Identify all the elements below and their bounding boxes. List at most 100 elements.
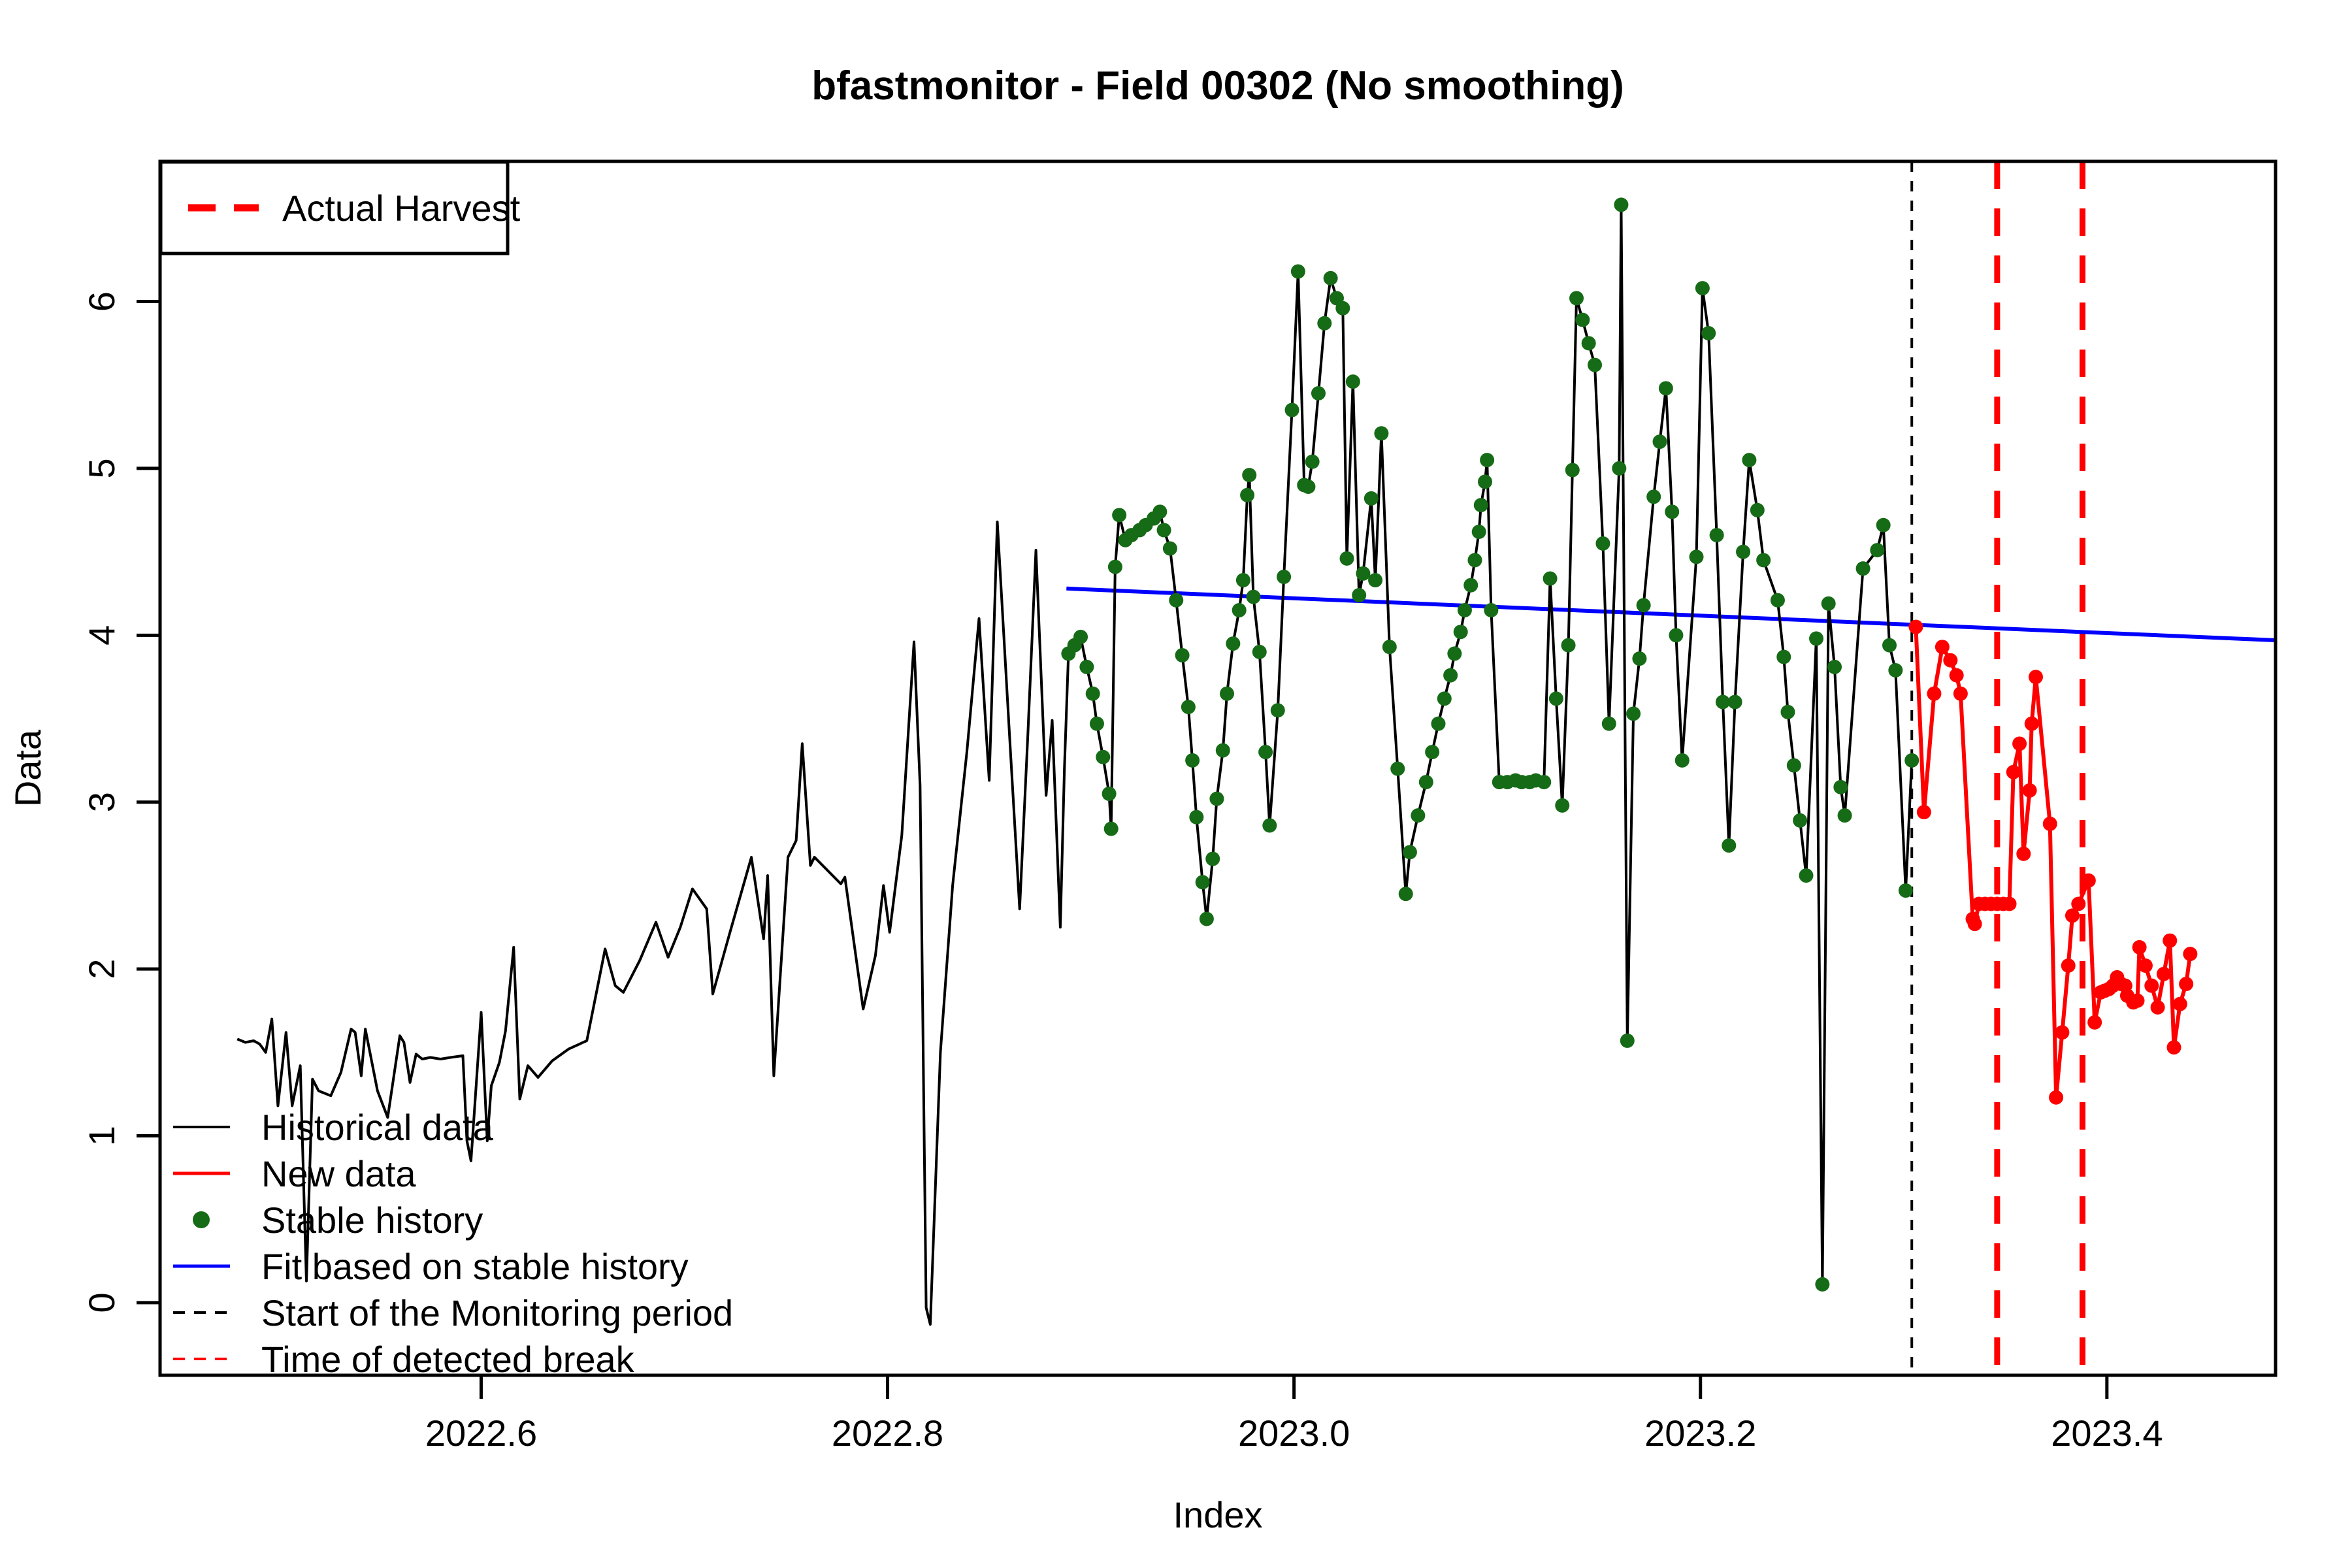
stable-history-dot [1356, 566, 1371, 581]
y-tick-label: 4 [81, 625, 122, 645]
stable-history-dot [1833, 779, 1848, 794]
y-tick-label: 3 [81, 792, 122, 812]
stable-history-dot [1837, 808, 1852, 823]
new-data-dot [2132, 939, 2147, 955]
stable-history-dot [1809, 631, 1824, 646]
legend-item-historical: Historical data [173, 1107, 494, 1148]
stable-history-dot [1382, 640, 1397, 655]
new-data-dot [2028, 670, 2043, 685]
stable-history-dot [1152, 504, 1168, 519]
stable-history-dot [1569, 291, 1584, 306]
stable-history-dot [1107, 559, 1122, 574]
stable-history-dot [1305, 454, 1320, 469]
stable-history-dot [1715, 694, 1730, 710]
stable-history-dot [1262, 818, 1277, 833]
stable-history-dot-swatch [193, 1211, 210, 1228]
stable-history-dot [1484, 603, 1499, 618]
stable-history-dot [1209, 791, 1224, 806]
stable-history-dot [1079, 659, 1094, 674]
new-data-dot [2024, 716, 2039, 731]
stable-history-dot [1205, 851, 1220, 866]
stable-history-dot [1453, 625, 1468, 640]
new-data-dot [2087, 1015, 2102, 1030]
y-axis-label: Data [7, 729, 48, 807]
new-data-dot [2016, 846, 2031, 861]
stable-history-dot [1252, 644, 1267, 659]
stable-history-dot [1595, 536, 1610, 551]
stable-history-dot [1467, 553, 1482, 568]
stable-history-dot [1352, 588, 1367, 603]
new-data-dot [2144, 978, 2159, 993]
stable-history-dot [1669, 628, 1684, 643]
stable-history-dot [1665, 504, 1680, 519]
stable-history-dot [1457, 603, 1472, 618]
stable-history-dot [1235, 573, 1250, 588]
new-data-dot [2081, 873, 2096, 888]
x-tick-label: 2023.2 [1644, 1413, 1756, 1454]
new-data-dot [2055, 1025, 2070, 1040]
new-data-dot [2071, 896, 2086, 911]
y-tick-label: 0 [81, 1292, 122, 1313]
new-data-dot [2163, 933, 2178, 948]
stable-history-dot [1195, 875, 1210, 890]
plot-border [158, 159, 2278, 1377]
y-tick-label: 1 [81, 1126, 122, 1146]
x-tick-label: 2022.8 [832, 1413, 943, 1454]
stable-history-dot [1750, 502, 1765, 517]
x-tick-label: 2023.0 [1238, 1413, 1350, 1454]
new-data-dot [1953, 686, 1968, 701]
stable-history-dot [1473, 498, 1488, 513]
stable-history-dot [1776, 649, 1791, 664]
new-data-dot [2049, 1090, 2064, 1105]
new-data-dot [2150, 1000, 2165, 1015]
stable-history-dot [1311, 385, 1326, 400]
stable-history-dot [1548, 691, 1563, 706]
stable-history-dot [1345, 374, 1360, 389]
x-tick-label: 2022.6 [425, 1413, 537, 1454]
legend-series: Historical data New data Stable history … [173, 1107, 733, 1380]
stable-history-dot [1658, 381, 1673, 396]
new-data-dot [1943, 653, 1958, 668]
stable-history-dot [1156, 523, 1171, 538]
legend-item-label: Fit based on stable history [261, 1246, 689, 1287]
stable-history-dot [1722, 838, 1737, 853]
stable-history-dot [1620, 1033, 1635, 1048]
new-data-dot [1967, 917, 1982, 932]
stable-history-dot [1418, 775, 1433, 790]
stable-history-dot [1431, 716, 1446, 731]
stable-history-dot [1780, 704, 1795, 719]
stable-history-dot [1870, 543, 1885, 558]
historical-line [237, 203, 1914, 1326]
stable-history-dot [1882, 638, 1897, 653]
legend-item-label: Time of detected break [261, 1339, 635, 1380]
new-data-dot [2130, 993, 2145, 1008]
y-tick-label: 5 [81, 458, 122, 478]
stable-history-dot [1317, 316, 1332, 331]
new-data-dot [2022, 783, 2037, 798]
stable-history-dot [1096, 749, 1111, 764]
new-data-dot [2138, 958, 2153, 973]
stable-history-dot [1736, 544, 1751, 559]
new-data-dot [1935, 640, 1950, 655]
legend-item-new-data: New data [173, 1153, 416, 1194]
legend-box [159, 160, 510, 255]
stable-history-dot [1364, 491, 1379, 506]
legend-item-label: New data [261, 1153, 416, 1194]
stable-history-dot [1085, 686, 1100, 701]
new-data-dot [2042, 816, 2057, 831]
stable-history-dot [1695, 281, 1710, 296]
stable-history-dot [1709, 528, 1724, 543]
stable-history-dot [1565, 463, 1580, 478]
x-tick-label: 2023.4 [2051, 1413, 2163, 1454]
stable-history-dot [1390, 761, 1405, 776]
stable-history-dot [1626, 706, 1641, 721]
stable-history-dot [1398, 887, 1413, 902]
stable-history-dot [1793, 813, 1808, 828]
stable-history-dot [1786, 758, 1801, 773]
stable-history-dot [1437, 691, 1452, 706]
stable-history-dot [1612, 461, 1627, 476]
new-data-dot [1908, 619, 1923, 634]
new-data-dot [1927, 686, 1942, 701]
stable-history-dot [1575, 312, 1590, 327]
